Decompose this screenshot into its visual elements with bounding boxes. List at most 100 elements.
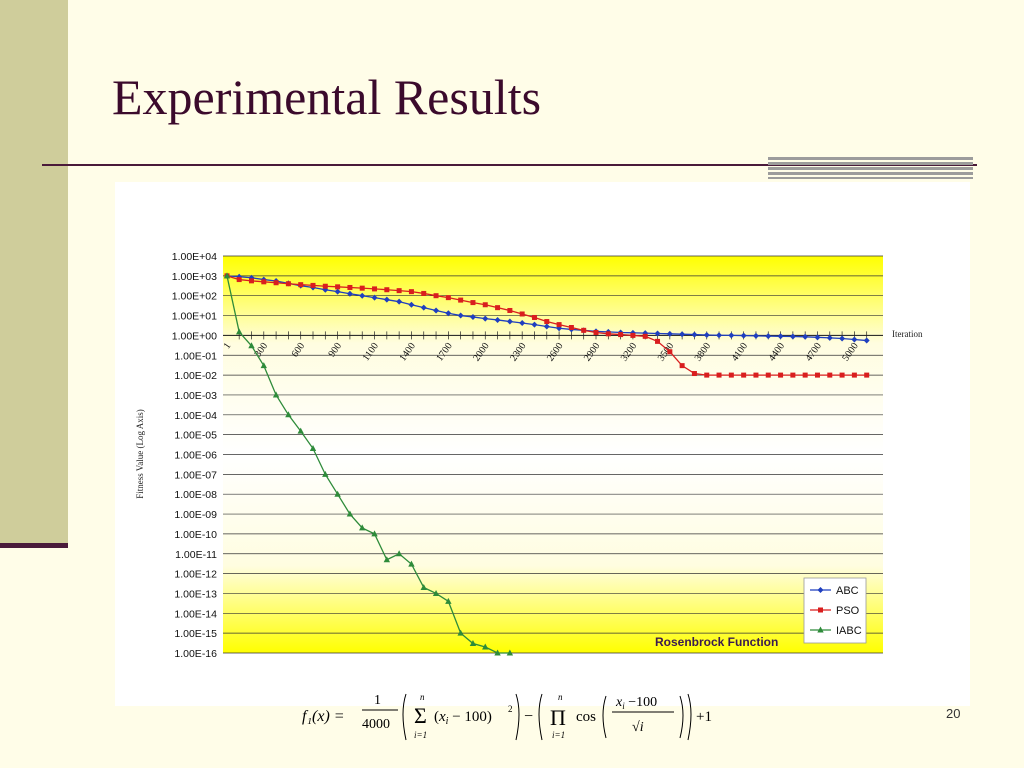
data-point bbox=[691, 371, 697, 377]
data-point bbox=[248, 278, 254, 284]
data-point bbox=[863, 337, 870, 344]
data-point bbox=[716, 372, 722, 378]
data-point bbox=[581, 327, 587, 333]
legend: ABC PSO IABC bbox=[803, 577, 867, 644]
formula-frac-num: 1 bbox=[374, 693, 381, 708]
svg-text:+1: +1 bbox=[696, 709, 712, 725]
data-point bbox=[236, 277, 242, 283]
data-point bbox=[506, 649, 514, 656]
title-rule bbox=[42, 164, 977, 166]
data-point bbox=[261, 279, 267, 285]
data-point bbox=[334, 490, 341, 497]
data-point bbox=[432, 589, 440, 596]
data-point bbox=[642, 330, 649, 337]
data-point bbox=[310, 282, 316, 288]
data-point bbox=[272, 391, 280, 398]
data-point bbox=[421, 290, 427, 296]
formula-lhs: f₁(x) = bbox=[302, 708, 345, 725]
svg-text:2: 2 bbox=[508, 704, 513, 714]
data-point bbox=[568, 325, 574, 331]
y-tick-label: 1.00E-05 bbox=[174, 430, 217, 442]
data-point bbox=[372, 286, 378, 292]
data-point bbox=[433, 307, 440, 314]
data-point bbox=[371, 294, 378, 301]
y-tick-label: 1.00E-11 bbox=[175, 549, 217, 561]
data-point bbox=[667, 349, 673, 355]
data-point bbox=[285, 411, 292, 418]
y-tick-label: 1.00E+00 bbox=[172, 330, 217, 342]
series-layer bbox=[223, 272, 870, 656]
data-point bbox=[309, 445, 317, 452]
data-point bbox=[420, 304, 427, 311]
data-point bbox=[396, 298, 403, 305]
data-point bbox=[507, 307, 513, 313]
data-point bbox=[666, 330, 673, 337]
x-axis-label: Iteration bbox=[892, 329, 923, 339]
data-point bbox=[544, 319, 550, 325]
legend-marker bbox=[817, 626, 824, 633]
data-point bbox=[777, 333, 784, 340]
svg-text:n: n bbox=[558, 692, 563, 702]
chart-title: Rosenbrock Function bbox=[655, 635, 778, 649]
data-point bbox=[531, 314, 537, 320]
data-point bbox=[235, 328, 243, 335]
page-number: 20 bbox=[946, 706, 961, 721]
data-point bbox=[445, 597, 452, 604]
y-tick-label: 1.00E-06 bbox=[174, 450, 217, 462]
slide-title: Experimental Results bbox=[112, 69, 542, 125]
data-point bbox=[618, 332, 624, 338]
data-point bbox=[691, 331, 698, 338]
left-decor-line bbox=[0, 543, 68, 548]
data-point bbox=[593, 329, 599, 335]
y-tick-label: 1.00E-10 bbox=[174, 529, 217, 541]
y-tick-label: 1.00E+02 bbox=[172, 291, 217, 303]
data-point bbox=[790, 372, 796, 378]
svg-text:(xi − 100): (xi − 100) bbox=[434, 709, 492, 727]
data-point bbox=[297, 427, 304, 434]
data-point bbox=[383, 556, 391, 563]
data-point bbox=[334, 288, 341, 295]
data-point bbox=[740, 332, 747, 339]
y-tick-label: 1.00E-08 bbox=[174, 489, 217, 501]
data-point bbox=[433, 293, 439, 299]
data-point bbox=[457, 629, 464, 636]
data-point bbox=[482, 315, 489, 322]
data-point bbox=[765, 333, 772, 340]
data-point bbox=[556, 322, 562, 328]
grid-lines bbox=[223, 255, 883, 654]
data-point bbox=[704, 372, 710, 378]
data-point bbox=[802, 333, 809, 340]
data-point bbox=[298, 282, 304, 288]
data-point bbox=[814, 372, 820, 378]
y-tick-label: 1.00E-09 bbox=[174, 509, 217, 521]
data-point bbox=[384, 287, 390, 293]
data-point bbox=[458, 297, 464, 303]
y-tick-label: 1.00E-01 bbox=[174, 350, 217, 362]
data-point bbox=[482, 643, 489, 650]
data-point bbox=[346, 510, 354, 517]
y-tick-label: 1.00E-04 bbox=[174, 410, 217, 422]
formula-frac-den: 4000 bbox=[362, 717, 390, 732]
data-point bbox=[322, 283, 328, 289]
y-tick-label: 1.00E+01 bbox=[172, 311, 217, 323]
legend-label: IABC bbox=[836, 625, 862, 637]
data-point bbox=[359, 285, 365, 291]
data-point bbox=[814, 334, 821, 341]
data-point bbox=[248, 274, 255, 281]
data-point bbox=[482, 302, 488, 308]
data-point bbox=[445, 310, 452, 317]
left-decor-bar bbox=[0, 0, 68, 545]
svg-text:i=1: i=1 bbox=[552, 730, 565, 740]
y-tick-label: 1.00E-07 bbox=[174, 469, 217, 481]
y-tick-label: 1.00E-02 bbox=[174, 370, 217, 382]
data-point bbox=[752, 332, 759, 339]
x-tick-label: 1 bbox=[222, 341, 234, 351]
data-point bbox=[322, 470, 329, 477]
data-point bbox=[543, 323, 550, 330]
data-point bbox=[728, 372, 734, 378]
y-tick-label: 1.00E-16 bbox=[174, 648, 217, 660]
data-point bbox=[778, 372, 784, 378]
data-point bbox=[605, 331, 611, 337]
data-point bbox=[494, 649, 501, 656]
data-point bbox=[223, 272, 231, 279]
